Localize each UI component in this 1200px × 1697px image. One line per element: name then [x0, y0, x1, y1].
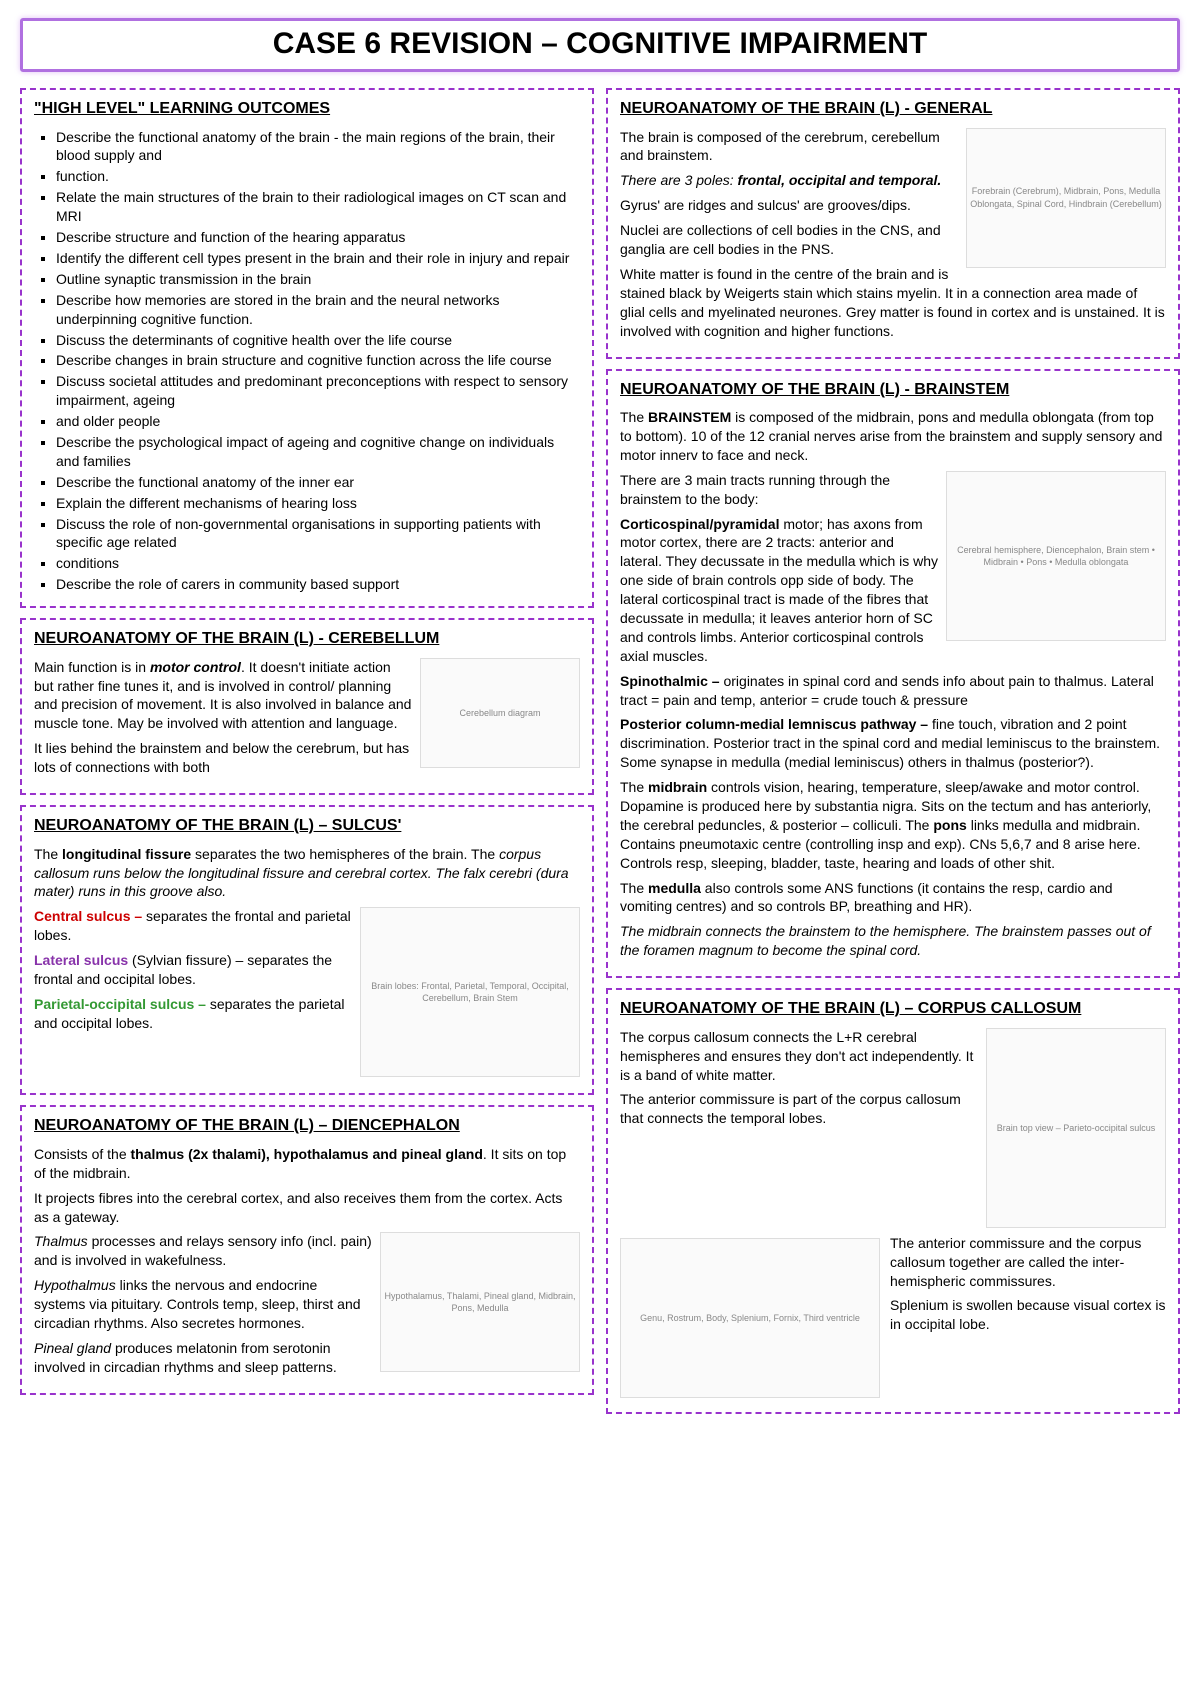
columns: "HIGH LEVEL" LEARNING OUTCOMES Describe …	[20, 88, 1180, 1414]
page-title: CASE 6 REVISION – COGNITIVE IMPAIRMENT	[20, 18, 1180, 72]
left-column: "HIGH LEVEL" LEARNING OUTCOMES Describe …	[20, 88, 594, 1414]
corpus-p3: The anterior commissure and the corpus c…	[890, 1234, 1166, 1291]
sulcus-heading: NEUROANATOMY OF THE BRAIN (L) – SULCUS'	[34, 815, 580, 837]
list-item: Discuss societal attitudes and predomina…	[56, 372, 580, 410]
card-general: NEUROANATOMY OF THE BRAIN (L) - GENERAL …	[606, 88, 1180, 359]
cerebellum-heading: NEUROANATOMY OF THE BRAIN (L) - CEREBELL…	[34, 628, 580, 650]
list-item: function.	[56, 167, 580, 186]
list-item: Identify the different cell types presen…	[56, 249, 580, 268]
dienceph-p1: Consists of the thalmus (2x thalami), hy…	[34, 1145, 580, 1183]
corpus-p4: Splenium is swollen because visual corte…	[890, 1296, 1166, 1334]
card-corpus: NEUROANATOMY OF THE BRAIN (L) – CORPUS C…	[606, 988, 1180, 1414]
card-cerebellum: NEUROANATOMY OF THE BRAIN (L) - CEREBELL…	[20, 618, 594, 795]
card-outcomes: "HIGH LEVEL" LEARNING OUTCOMES Describe …	[20, 88, 594, 608]
brainstem-p6: The midbrain controls vision, hearing, t…	[620, 778, 1166, 872]
dienceph-image: Hypothalamus, Thalami, Pineal gland, Mid…	[380, 1232, 580, 1372]
list-item: Discuss the determinants of cognitive he…	[56, 331, 580, 350]
general-p5: White matter is found in the centre of t…	[620, 265, 1166, 341]
list-item: Outline synaptic transmission in the bra…	[56, 270, 580, 289]
corpus-image-2: Genu, Rostrum, Body, Splenium, Fornix, T…	[620, 1238, 880, 1398]
brainstem-image: Cerebral hemisphere, Diencephalon, Brain…	[946, 471, 1166, 641]
brainstem-p7: The medulla also controls some ANS funct…	[620, 879, 1166, 917]
list-item: Describe the role of carers in community…	[56, 575, 580, 594]
list-item: Describe the functional anatomy of the b…	[56, 128, 580, 166]
outcomes-heading: "HIGH LEVEL" LEARNING OUTCOMES	[34, 98, 580, 120]
sulcus-p1: The longitudinal fissure separates the t…	[34, 845, 580, 902]
sulcus-image: Brain lobes: Frontal, Parietal, Temporal…	[360, 907, 580, 1077]
cerebellum-image: Cerebellum diagram	[420, 658, 580, 768]
list-item: Relate the main structures of the brain …	[56, 188, 580, 226]
dienceph-p2: It projects fibres into the cerebral cor…	[34, 1189, 580, 1227]
list-item: Describe how memories are stored in the …	[56, 291, 580, 329]
card-diencephalon: NEUROANATOMY OF THE BRAIN (L) – DIENCEPH…	[20, 1105, 594, 1394]
list-item: Describe structure and function of the h…	[56, 228, 580, 247]
list-item: Explain the different mechanisms of hear…	[56, 494, 580, 513]
brainstem-heading: NEUROANATOMY OF THE BRAIN (L) - BRAINSTE…	[620, 379, 1166, 401]
list-item: Describe the psychological impact of age…	[56, 433, 580, 471]
corpus-image-1: Brain top view – Parieto-occipital sulcu…	[986, 1028, 1166, 1228]
right-column: NEUROANATOMY OF THE BRAIN (L) - GENERAL …	[606, 88, 1180, 1414]
corpus-heading: NEUROANATOMY OF THE BRAIN (L) – CORPUS C…	[620, 998, 1166, 1020]
list-item: conditions	[56, 554, 580, 573]
card-sulcus: NEUROANATOMY OF THE BRAIN (L) – SULCUS' …	[20, 805, 594, 1095]
card-brainstem: NEUROANATOMY OF THE BRAIN (L) - BRAINSTE…	[606, 369, 1180, 979]
list-item: Describe the functional anatomy of the i…	[56, 473, 580, 492]
general-image: Forebrain (Cerebrum), Midbrain, Pons, Me…	[966, 128, 1166, 268]
outcomes-list: Describe the functional anatomy of the b…	[34, 128, 580, 594]
brainstem-p4: Spinothalmic – originates in spinal cord…	[620, 672, 1166, 710]
general-heading: NEUROANATOMY OF THE BRAIN (L) - GENERAL	[620, 98, 1166, 120]
list-item: and older people	[56, 412, 580, 431]
dienceph-heading: NEUROANATOMY OF THE BRAIN (L) – DIENCEPH…	[34, 1115, 580, 1137]
brainstem-p1: The BRAINSTEM is composed of the midbrai…	[620, 408, 1166, 465]
list-item: Describe changes in brain structure and …	[56, 351, 580, 370]
brainstem-p8: The midbrain connects the brainstem to t…	[620, 922, 1166, 960]
brainstem-p5: Posterior column-medial lemniscus pathwa…	[620, 715, 1166, 772]
list-item: Discuss the role of non-governmental org…	[56, 515, 580, 553]
